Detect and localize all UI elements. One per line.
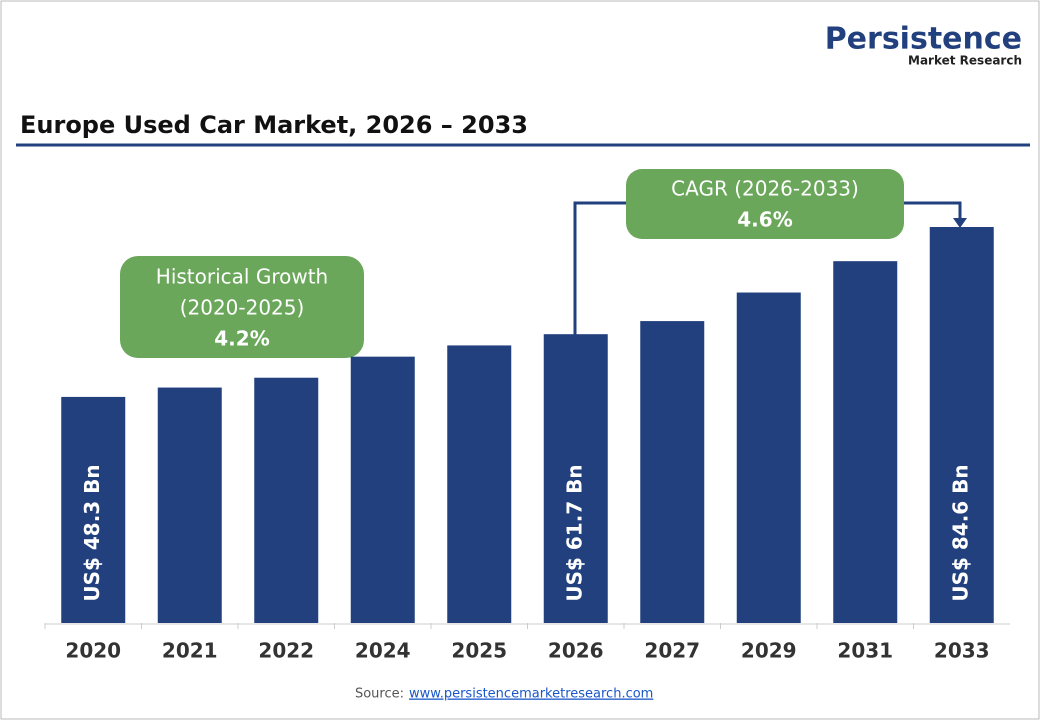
bar: [543, 334, 608, 623]
historical-value: 4.2%: [214, 327, 269, 351]
cagr-label: CAGR (2026-2033): [671, 177, 859, 201]
x-tick-label: 2025: [451, 639, 507, 663]
bar: [254, 377, 319, 623]
x-tick-label: 2027: [644, 639, 700, 663]
cagr-value: 4.6%: [737, 208, 792, 232]
logo-name: Persistence: [825, 22, 1022, 57]
bar: [61, 396, 126, 623]
bar: [736, 292, 801, 623]
x-tick-label: 2022: [258, 639, 314, 663]
bar: [640, 321, 705, 623]
bar: [929, 227, 994, 623]
x-tick-label: 2026: [548, 639, 604, 663]
x-tick-label: 2020: [65, 639, 121, 663]
source-link[interactable]: www.persistencemarketresearch.com: [409, 687, 653, 702]
value-label: US$ 61.7 Bn: [562, 464, 586, 601]
source-label: Source:: [355, 687, 404, 702]
cagr-arrow: [953, 218, 967, 228]
x-tick-label: 2029: [741, 639, 797, 663]
x-tick-label: 2033: [934, 639, 990, 663]
bar: [157, 387, 222, 623]
chart-title: Europe Used Car Market, 2026 – 2033: [20, 111, 528, 139]
historical-period: (2020-2025): [180, 296, 305, 320]
value-label: US$ 48.3 Bn: [80, 464, 104, 601]
value-label: US$ 84.6 Bn: [948, 464, 972, 601]
x-tick-label: 2031: [837, 639, 893, 663]
logo-tagline: Market Research: [908, 54, 1022, 68]
historical-box: [120, 256, 364, 358]
cagr-box: [626, 169, 904, 239]
historical-label: Historical Growth: [156, 265, 328, 289]
bar: [350, 356, 415, 623]
x-tick-label: 2021: [162, 639, 218, 663]
bar: [833, 261, 898, 623]
bar: [447, 345, 512, 623]
x-tick-label: 2024: [355, 639, 411, 663]
